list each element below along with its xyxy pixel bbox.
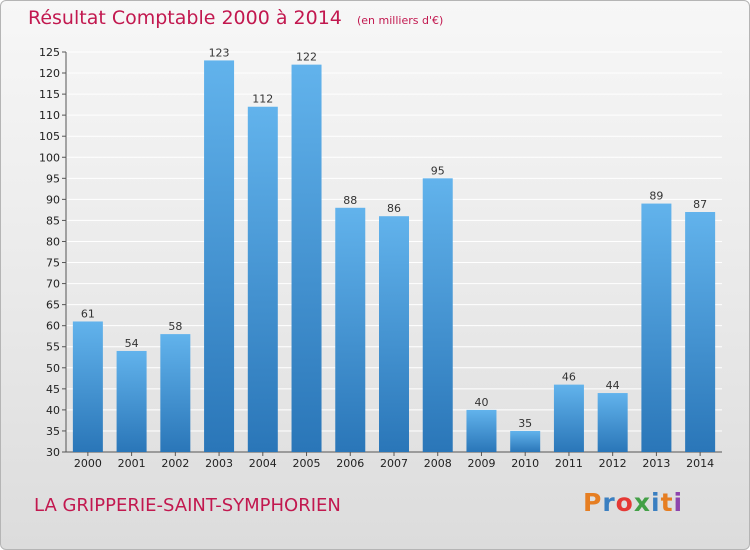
y-tick-label: 45	[46, 383, 60, 396]
y-tick-label: 75	[46, 257, 60, 270]
x-tick-label: 2011	[555, 457, 583, 470]
bar-2013	[641, 203, 672, 452]
x-tick-label: 2008	[424, 457, 452, 470]
logo-letter: i	[651, 488, 661, 517]
y-tick-label: 90	[46, 193, 60, 206]
x-tick-label: 2006	[336, 457, 364, 470]
y-tick-label: 95	[46, 172, 60, 185]
logo-letter: r	[602, 488, 616, 517]
x-tick-label: 2000	[74, 457, 102, 470]
x-tick-label: 2004	[249, 457, 277, 470]
chart-title: Résultat Comptable 2000 à 2014	[28, 7, 342, 29]
axes: 30 35 40 45 50 55 60 65 70 75 80 85 90 95 100 105 110 115…	[39, 46, 722, 470]
data-label: 58	[168, 320, 182, 333]
chart-unit: (en milliers d'€)	[356, 14, 444, 27]
bar-2005	[291, 64, 322, 452]
y-tick-label: 80	[46, 235, 60, 248]
data-label: 95	[431, 164, 445, 177]
logo-letter: t	[660, 488, 674, 517]
data-label: 86	[387, 202, 401, 215]
data-label: 87	[693, 198, 707, 211]
bar-2011	[553, 384, 584, 452]
y-tick-label: 35	[46, 425, 60, 438]
proxiti-logo[interactable]: Proxiti	[583, 488, 683, 517]
data-label: 40	[474, 396, 488, 409]
bar-2008	[422, 178, 453, 452]
bar-2014	[685, 212, 716, 452]
x-tick-label: 2007	[380, 457, 408, 470]
y-tick-label: 110	[39, 109, 60, 122]
data-label: 35	[518, 417, 532, 430]
bar-2002	[160, 334, 191, 452]
x-tick-label: 2010	[511, 457, 539, 470]
data-label: 122	[296, 51, 317, 64]
y-tick-label: 50	[46, 362, 60, 375]
commune-name: LA GRIPPERIE-SAINT-SYMPHORIEN	[34, 495, 341, 516]
logo-letter: P	[583, 488, 603, 517]
bar-2004	[247, 106, 278, 452]
x-tick-label: 2005	[293, 457, 321, 470]
x-tick-label: 2001	[118, 457, 146, 470]
bar-2012	[597, 393, 628, 452]
y-tick-label: 85	[46, 214, 60, 227]
y-tick-label: 55	[46, 341, 60, 354]
x-tick-label: 2012	[599, 457, 627, 470]
bar-2010	[510, 430, 541, 452]
y-tick-label: 60	[46, 320, 60, 333]
data-label: 88	[343, 194, 357, 207]
x-tick-label: 2009	[467, 457, 495, 470]
data-label: 46	[562, 371, 576, 384]
y-tick-label: 105	[39, 130, 60, 143]
bars	[72, 60, 716, 452]
y-tick-label: 120	[39, 67, 60, 80]
y-tick-label: 70	[46, 278, 60, 291]
x-tick-label: 2003	[205, 457, 233, 470]
data-label: 44	[606, 379, 620, 392]
data-label: 61	[81, 307, 95, 320]
logo-letter: x	[633, 488, 651, 517]
y-tick-label: 65	[46, 299, 60, 312]
y-tick-label: 40	[46, 404, 60, 417]
bar-2003	[204, 60, 235, 452]
y-tick-label: 30	[46, 446, 60, 459]
x-tick-label: 2002	[161, 457, 189, 470]
bar-2009	[466, 409, 497, 452]
x-tick-label: 2014	[686, 457, 714, 470]
y-tick-label: 100	[39, 151, 60, 164]
data-label: 112	[252, 93, 273, 106]
y-tick-label: 125	[39, 46, 60, 59]
bar-2006	[335, 207, 366, 452]
data-label: 123	[209, 46, 230, 59]
x-tick-label: 2013	[642, 457, 670, 470]
data-label: 54	[125, 337, 139, 350]
logo-letter: i	[673, 488, 684, 517]
data-label: 89	[649, 190, 663, 203]
logo-letter: o	[615, 488, 634, 517]
bar-2001	[116, 350, 147, 452]
data-labels: 61 54 58 123 112 122 88 86 95 40 35 46 44 89 87	[81, 46, 707, 430]
y-tick-label: 115	[39, 88, 60, 101]
chart-title-block: Résultat Comptable 2000 à 2014 (en milli…	[28, 7, 443, 29]
bar-2007	[379, 216, 409, 452]
bar-2000	[72, 321, 103, 452]
